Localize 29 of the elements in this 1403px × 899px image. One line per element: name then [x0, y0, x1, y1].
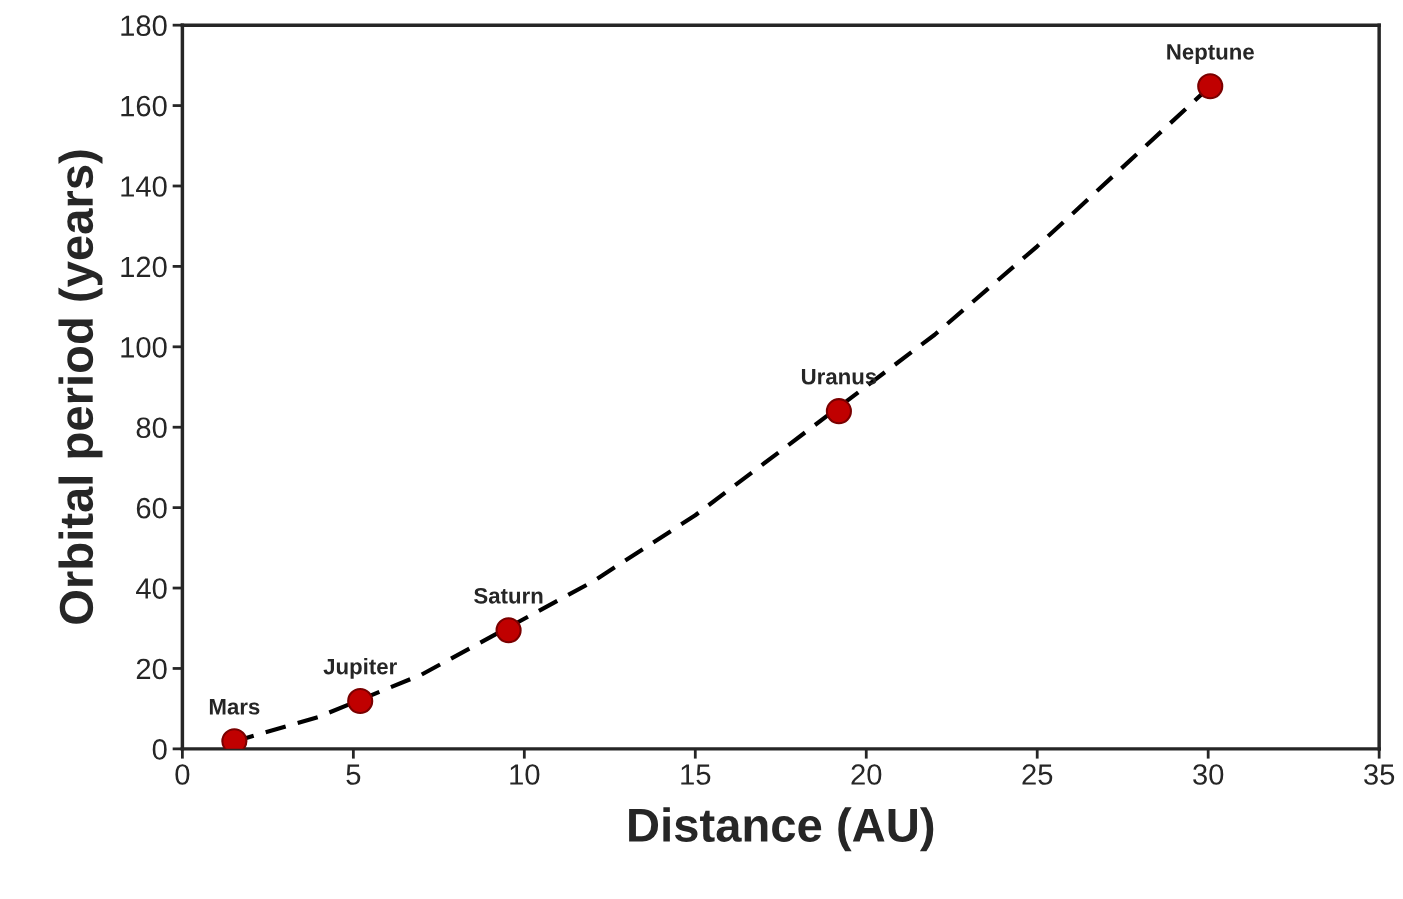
point [347, 687, 374, 715]
x-tick-label: 25 [1022, 764, 1053, 785]
y-axis-title: Orbital period (years) [58, 150, 103, 624]
x-tick-label: 10 [510, 764, 540, 785]
point [495, 617, 522, 644]
y-tick-label: 40 [136, 578, 167, 599]
point [825, 398, 852, 425]
annotation: Uranus [801, 369, 877, 385]
annotation: Saturn [474, 587, 543, 604]
annotation: Neptune [1167, 44, 1254, 65]
x-tick-label: 5 [346, 764, 361, 785]
y-tick-label: 100 [121, 337, 167, 358]
y-tick-label: 120 [121, 256, 167, 278]
y-tick-label: 60 [136, 497, 167, 519]
y-tick-label: 0 [152, 739, 167, 760]
y-tick-label: 20 [136, 658, 167, 680]
y-tick-label: 140 [121, 176, 167, 197]
x-tick-label: 15 [681, 764, 711, 785]
x-tick-label: 0 [175, 764, 190, 785]
annotation: Jupiter [323, 658, 397, 679]
annotation: Mars [209, 699, 260, 715]
y-tick-label: 80 [136, 417, 167, 439]
y-tick-label: 180 [121, 15, 167, 37]
x-tick-label: 35 [1364, 764, 1395, 785]
point [1197, 73, 1224, 100]
x-axis-title: Distance (AU) [629, 807, 934, 852]
x-tick-label: 30 [1193, 764, 1224, 785]
x-tick-label: 20 [851, 764, 882, 785]
y-tick-label: 160 [121, 95, 167, 117]
